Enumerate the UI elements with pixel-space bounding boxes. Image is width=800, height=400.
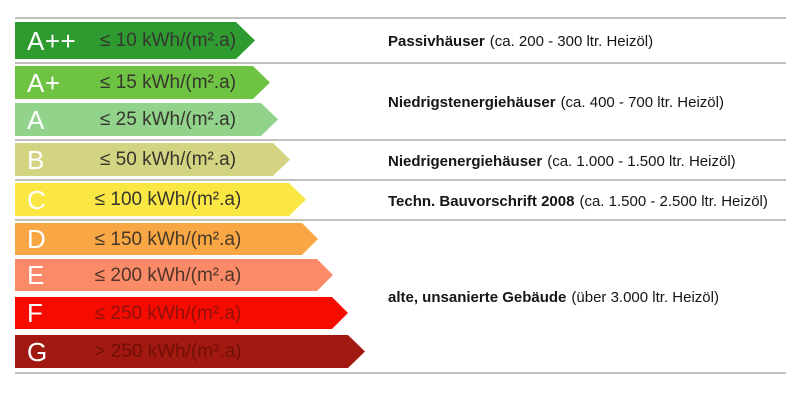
energy-class-arrow-A: A ≤ 25 kWh/(m².a) — [15, 103, 278, 136]
energy-class-letter: F — [27, 298, 44, 328]
consumption-limit-label: ≤ 150 kWh/(m².a) — [94, 228, 242, 250]
energy-class-arrow-C: C ≤ 100 kWh/(m².a) — [15, 183, 306, 216]
energy-class-letter: G — [27, 336, 48, 367]
group-row-2: Niedrigstenergiehäuser (ca. 400 - 700 ltr… — [15, 62, 786, 139]
consumption-limit-label: > 250 kWh/(m².a) — [94, 341, 242, 362]
group-description: Passivhäuser (ca. 200 - 300 ltr. Heizöl) — [388, 30, 653, 51]
group-description: Niedrigstenergiehäuser (ca. 400 - 700 ltr… — [388, 91, 724, 112]
group-row-5: alte, unsanierte Gebäude (über 3.000 ltr.… — [15, 219, 786, 372]
energy-class-arrow-D: D ≤ 150 kWh/(m².a) — [15, 223, 318, 255]
consumption-limit-label: ≤ 250 kWh/(m².a) — [94, 302, 242, 324]
energy-class-letter: A+ — [27, 67, 61, 98]
energy-class-letter: E — [27, 260, 45, 290]
energy-class-arrow-B: B ≤ 50 kWh/(m².a) — [15, 143, 290, 176]
group-description: Techn. Bauvorschrift 2008 (ca. 1.500 - 2.… — [388, 190, 768, 211]
group-description: alte, unsanierte Gebäude (über 3.000 ltr.… — [388, 286, 719, 307]
building-type-label: Niedrigstenergiehäuser — [388, 94, 556, 111]
energy-class-arrow-E: E ≤ 200 kWh/(m².a) — [15, 259, 333, 291]
energy-class-letter: C — [27, 184, 47, 215]
consumption-limit-label: ≤ 50 kWh/(m².a) — [99, 149, 237, 170]
energy-class-arrow-A++: A++ ≤ 10 kWh/(m².a) — [15, 22, 255, 59]
building-type-label: alte, unsanierte Gebäude — [388, 289, 567, 306]
energy-class-arrow-A+: A+ ≤ 15 kWh/(m².a) — [15, 66, 270, 99]
energy-class-letter: A++ — [27, 25, 77, 56]
group-description: Niedrigenergiehäuser (ca. 1.000 - 1.500 l… — [388, 150, 736, 171]
energy-class-letter: B — [27, 144, 45, 175]
group-row-4: Techn. Bauvorschrift 2008 (ca. 1.500 - 2.… — [15, 179, 786, 219]
heating-oil-range: (ca. 1.500 - 2.500 ltr. Heizöl) — [579, 192, 768, 210]
bottom-separator-line — [15, 372, 786, 374]
heating-oil-range: (über 3.000 ltr. Heizöl) — [571, 289, 719, 306]
consumption-limit-label: ≤ 10 kWh/(m².a) — [99, 30, 237, 51]
energy-class-arrow-G: G > 250 kWh/(m².a) — [15, 335, 365, 368]
group-row-1: Passivhäuser (ca. 200 - 300 ltr. Heizöl) — [15, 17, 786, 62]
consumption-limit-label: ≤ 15 kWh/(m².a) — [99, 72, 237, 93]
group-row-3: Niedrigenergiehäuser (ca. 1.000 - 1.500 l… — [15, 139, 786, 179]
heating-oil-range: (ca. 1.000 - 1.500 ltr. Heizöl) — [547, 152, 736, 170]
energy-class-letter: D — [27, 224, 47, 254]
consumption-limit-label: ≤ 200 kWh/(m².a) — [94, 264, 242, 286]
building-type-label: Niedrigenergiehäuser — [388, 152, 543, 170]
heating-oil-range: (ca. 200 - 300 ltr. Heizöl) — [489, 33, 654, 50]
energy-class-letter: A — [27, 104, 45, 135]
consumption-limit-label: ≤ 100 kWh/(m².a) — [94, 189, 242, 210]
building-type-label: Passivhäuser — [388, 33, 485, 50]
consumption-limit-label: ≤ 25 kWh/(m².a) — [99, 109, 237, 130]
building-type-label: Techn. Bauvorschrift 2008 — [388, 192, 575, 210]
heating-oil-range: (ca. 400 - 700 ltr. Heizöl) — [560, 94, 724, 111]
energy-class-arrow-F: F ≤ 250 kWh/(m².a) — [15, 297, 348, 329]
